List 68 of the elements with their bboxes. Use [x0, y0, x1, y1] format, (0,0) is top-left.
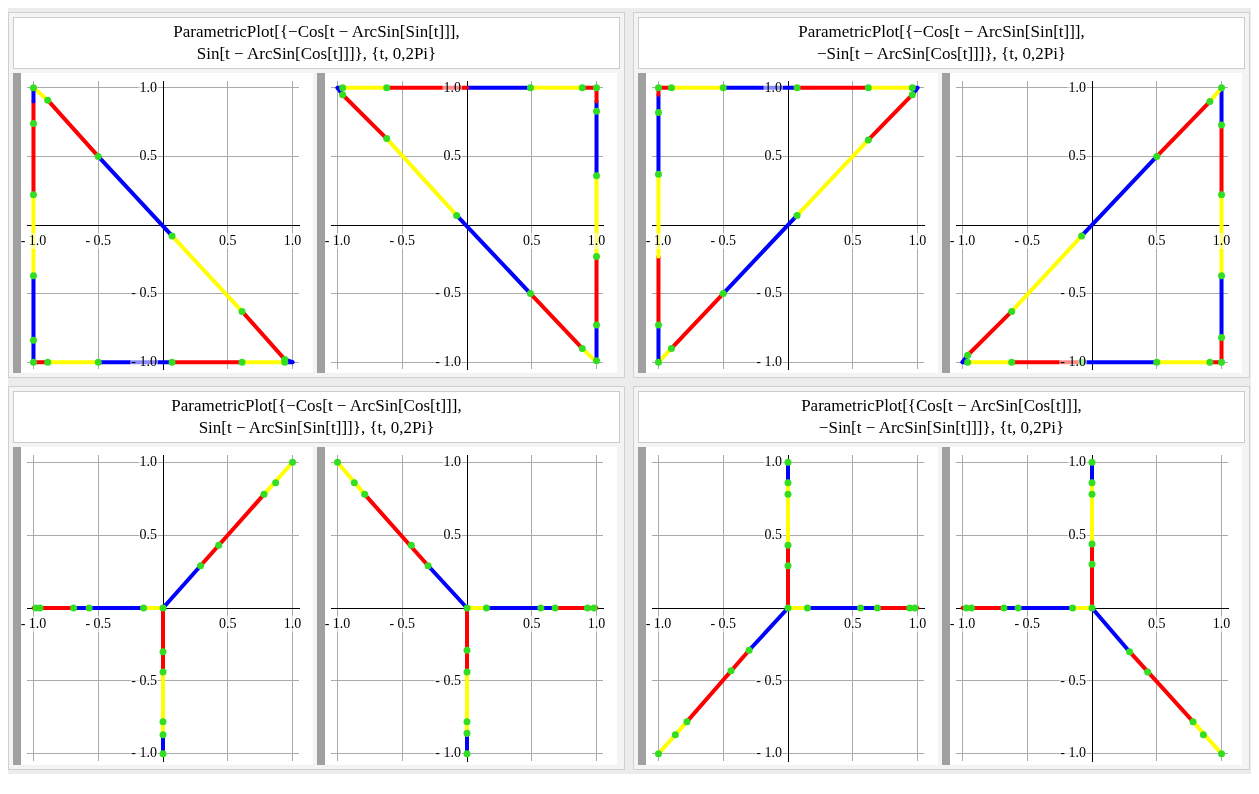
x-tick-label: 0.5	[523, 615, 541, 631]
x-tick-label: - 1.0	[324, 615, 351, 631]
y-tick-label: - 1.0	[756, 353, 783, 369]
y-tick-label: 0.5	[443, 526, 461, 542]
chart-title: ParametricPlot[{−Cos[t − ArcSin[Sin[t]]], −Sin[t − ArcSin[Cos[t]]]}, {t, 0,2Pi}	[638, 17, 1245, 69]
y-tick-label: - 1.0	[756, 745, 783, 761]
x-tick-label: - 0.5	[1014, 615, 1041, 631]
x-tick-label: - 1.0	[645, 615, 672, 631]
x-tick-label: - 0.5	[85, 232, 112, 248]
x-tick-label: 0.5	[844, 232, 862, 248]
x-tick-label: 1.0	[587, 615, 606, 631]
y-tick-label: 0.5	[1068, 526, 1086, 542]
y-tick-label: 0.5	[764, 148, 782, 164]
x-tick-label: - 0.5	[85, 615, 112, 631]
x-tick-label: 0.5	[219, 615, 237, 631]
y-tick-label: 1.0	[443, 453, 461, 469]
x-tick-label: - 0.5	[1014, 232, 1041, 248]
chart-title: ParametricPlot[{Cos[t − ArcSin[Cos[t]]], −Sin[t − ArcSin[Sin[t]]]}, {t, 0,2Pi}	[638, 391, 1245, 443]
y-tick-label: 1.0	[139, 453, 157, 469]
y-tick-label: - 0.5	[131, 285, 158, 301]
x-tick-label: - 0.5	[389, 615, 416, 631]
x-tick-label: 1.0	[283, 615, 302, 631]
y-tick-label: - 0.5	[756, 672, 783, 688]
x-tick-label: 1.0	[908, 615, 927, 631]
y-tick-label: - 1.0	[1060, 745, 1087, 761]
x-tick-label: 1.0	[908, 232, 927, 248]
y-tick-label: - 0.5	[756, 285, 783, 301]
x-tick-label: - 1.0	[949, 232, 976, 248]
y-tick-label: 1.0	[764, 453, 782, 469]
x-tick-label: - 0.5	[389, 232, 416, 248]
x-tick-label: 0.5	[1148, 615, 1166, 631]
x-tick-label: - 1.0	[20, 232, 47, 248]
x-tick-label: 1.0	[283, 232, 302, 248]
x-tick-label: 1.0	[587, 232, 606, 248]
y-tick-label: 1.0	[1068, 79, 1086, 95]
y-tick-label: - 0.5	[435, 672, 462, 688]
y-tick-label: 0.5	[1068, 148, 1086, 164]
y-tick-label: - 1.0	[435, 353, 462, 369]
y-tick-label: - 0.5	[435, 285, 462, 301]
y-tick-label: 1.0	[764, 79, 782, 95]
x-tick-label: - 1.0	[949, 615, 976, 631]
y-tick-label: - 0.5	[1060, 672, 1087, 688]
y-tick-label: 0.5	[139, 526, 157, 542]
x-tick-label: 1.0	[1212, 232, 1231, 248]
y-tick-label: - 1.0	[131, 353, 158, 369]
y-tick-label: - 1.0	[131, 745, 158, 761]
y-tick-label: 0.5	[443, 148, 461, 164]
y-tick-label: - 0.5	[131, 672, 158, 688]
y-tick-label: - 0.5	[1060, 285, 1087, 301]
x-tick-label: - 1.0	[20, 615, 47, 631]
x-tick-label: 0.5	[1148, 232, 1166, 248]
x-tick-label: 0.5	[219, 232, 237, 248]
y-tick-label: - 1.0	[1060, 353, 1087, 369]
x-tick-label: - 1.0	[324, 232, 351, 248]
x-tick-label: 1.0	[1212, 615, 1231, 631]
y-tick-label: 0.5	[139, 148, 157, 164]
x-tick-label: 0.5	[844, 615, 862, 631]
chart-title: ParametricPlot[{−Cos[t − ArcSin[Sin[t]]], Sin[t − ArcSin[Cos[t]]]}, {t, 0,2Pi}	[13, 17, 620, 69]
y-tick-label: 1.0	[1068, 453, 1086, 469]
x-tick-label: 0.5	[523, 232, 541, 248]
x-tick-label: - 0.5	[710, 232, 737, 248]
y-tick-label: 0.5	[764, 526, 782, 542]
y-tick-label: 1.0	[139, 79, 157, 95]
x-tick-label: - 0.5	[710, 615, 737, 631]
y-tick-label: 1.0	[443, 79, 461, 95]
y-tick-label: - 1.0	[435, 745, 462, 761]
chart-title: ParametricPlot[{−Cos[t − ArcSin[Cos[t]]], Sin[t − ArcSin[Sin[t]]]}, {t, 0,2Pi}	[13, 391, 620, 443]
x-tick-label: - 1.0	[645, 232, 672, 248]
